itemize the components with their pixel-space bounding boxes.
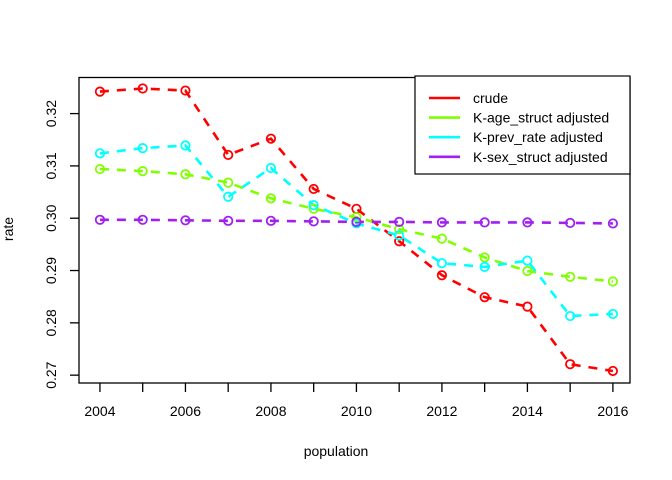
data-point [265,215,277,226]
data-point [607,218,619,229]
data-point [94,214,106,225]
y-tick-label: 0.28 [43,309,59,336]
series-line-crude [99,87,614,373]
x-tick-label: 2012 [426,403,457,419]
data-point [180,215,191,226]
data-point [137,143,148,154]
data-point [394,224,405,235]
data-point [351,203,362,214]
data-point [522,217,533,228]
legend-entry-label: K-sex_struct adjusted [473,149,608,165]
data-point [565,310,576,322]
y-tick-label: 0.31 [43,152,59,179]
y-tick-label: 0.29 [43,257,59,284]
data-point [394,216,405,227]
data-point [308,203,319,214]
data-point [180,140,191,151]
data-point [223,191,234,202]
series-line-K-prev_rate [99,144,613,318]
data-point [565,217,576,229]
data-point [436,217,448,228]
data-point [223,215,234,226]
x-tick-label: 2008 [255,403,286,419]
data-point [137,83,148,94]
data-point [180,85,191,96]
data-point [479,252,490,263]
data-point [137,214,148,225]
legend-entry-label: K-prev_rate adjusted [473,129,603,145]
x-tick-label: 2010 [341,403,372,419]
x-axis-title: population [303,443,369,459]
data-point [94,163,106,175]
data-point [137,166,148,177]
data-point [565,359,576,370]
x-tick-label: 2004 [84,403,115,419]
data-point [265,162,277,174]
data-point [308,216,319,227]
y-tick-label: 0.32 [43,100,59,127]
data-point [522,255,533,266]
x-tick-label: 2016 [597,403,628,419]
x-tick-label: 2006 [170,403,201,419]
data-point [308,200,319,211]
data-point [607,365,619,377]
data-point [94,148,106,159]
data-point [308,183,319,195]
data-point [394,230,405,241]
y-axis-title: rate [0,216,16,242]
data-point [351,212,362,223]
data-point [565,271,576,282]
data-point [479,217,490,228]
data-point [223,149,234,161]
data-point [394,236,405,247]
data-point [223,177,234,188]
data-point [522,265,533,277]
data-point [607,276,619,287]
data-point [436,270,448,281]
data-point [180,169,191,180]
data-point [265,193,277,204]
y-tick-label: 0.27 [43,361,59,388]
data-point [265,133,277,144]
data-point [351,216,362,227]
plot-border [78,76,631,384]
data-point [479,261,490,272]
data-point [436,258,448,269]
data-point [94,86,106,97]
legend-entry-label: K-age_struct adjusted [473,110,609,126]
data-point [436,233,448,244]
data-point [522,301,533,312]
data-point [479,292,490,303]
data-point [607,308,619,320]
y-tick-label: 0.30 [43,204,59,231]
x-tick-label: 2014 [512,403,543,419]
legend-entry-label: crude [473,90,508,106]
